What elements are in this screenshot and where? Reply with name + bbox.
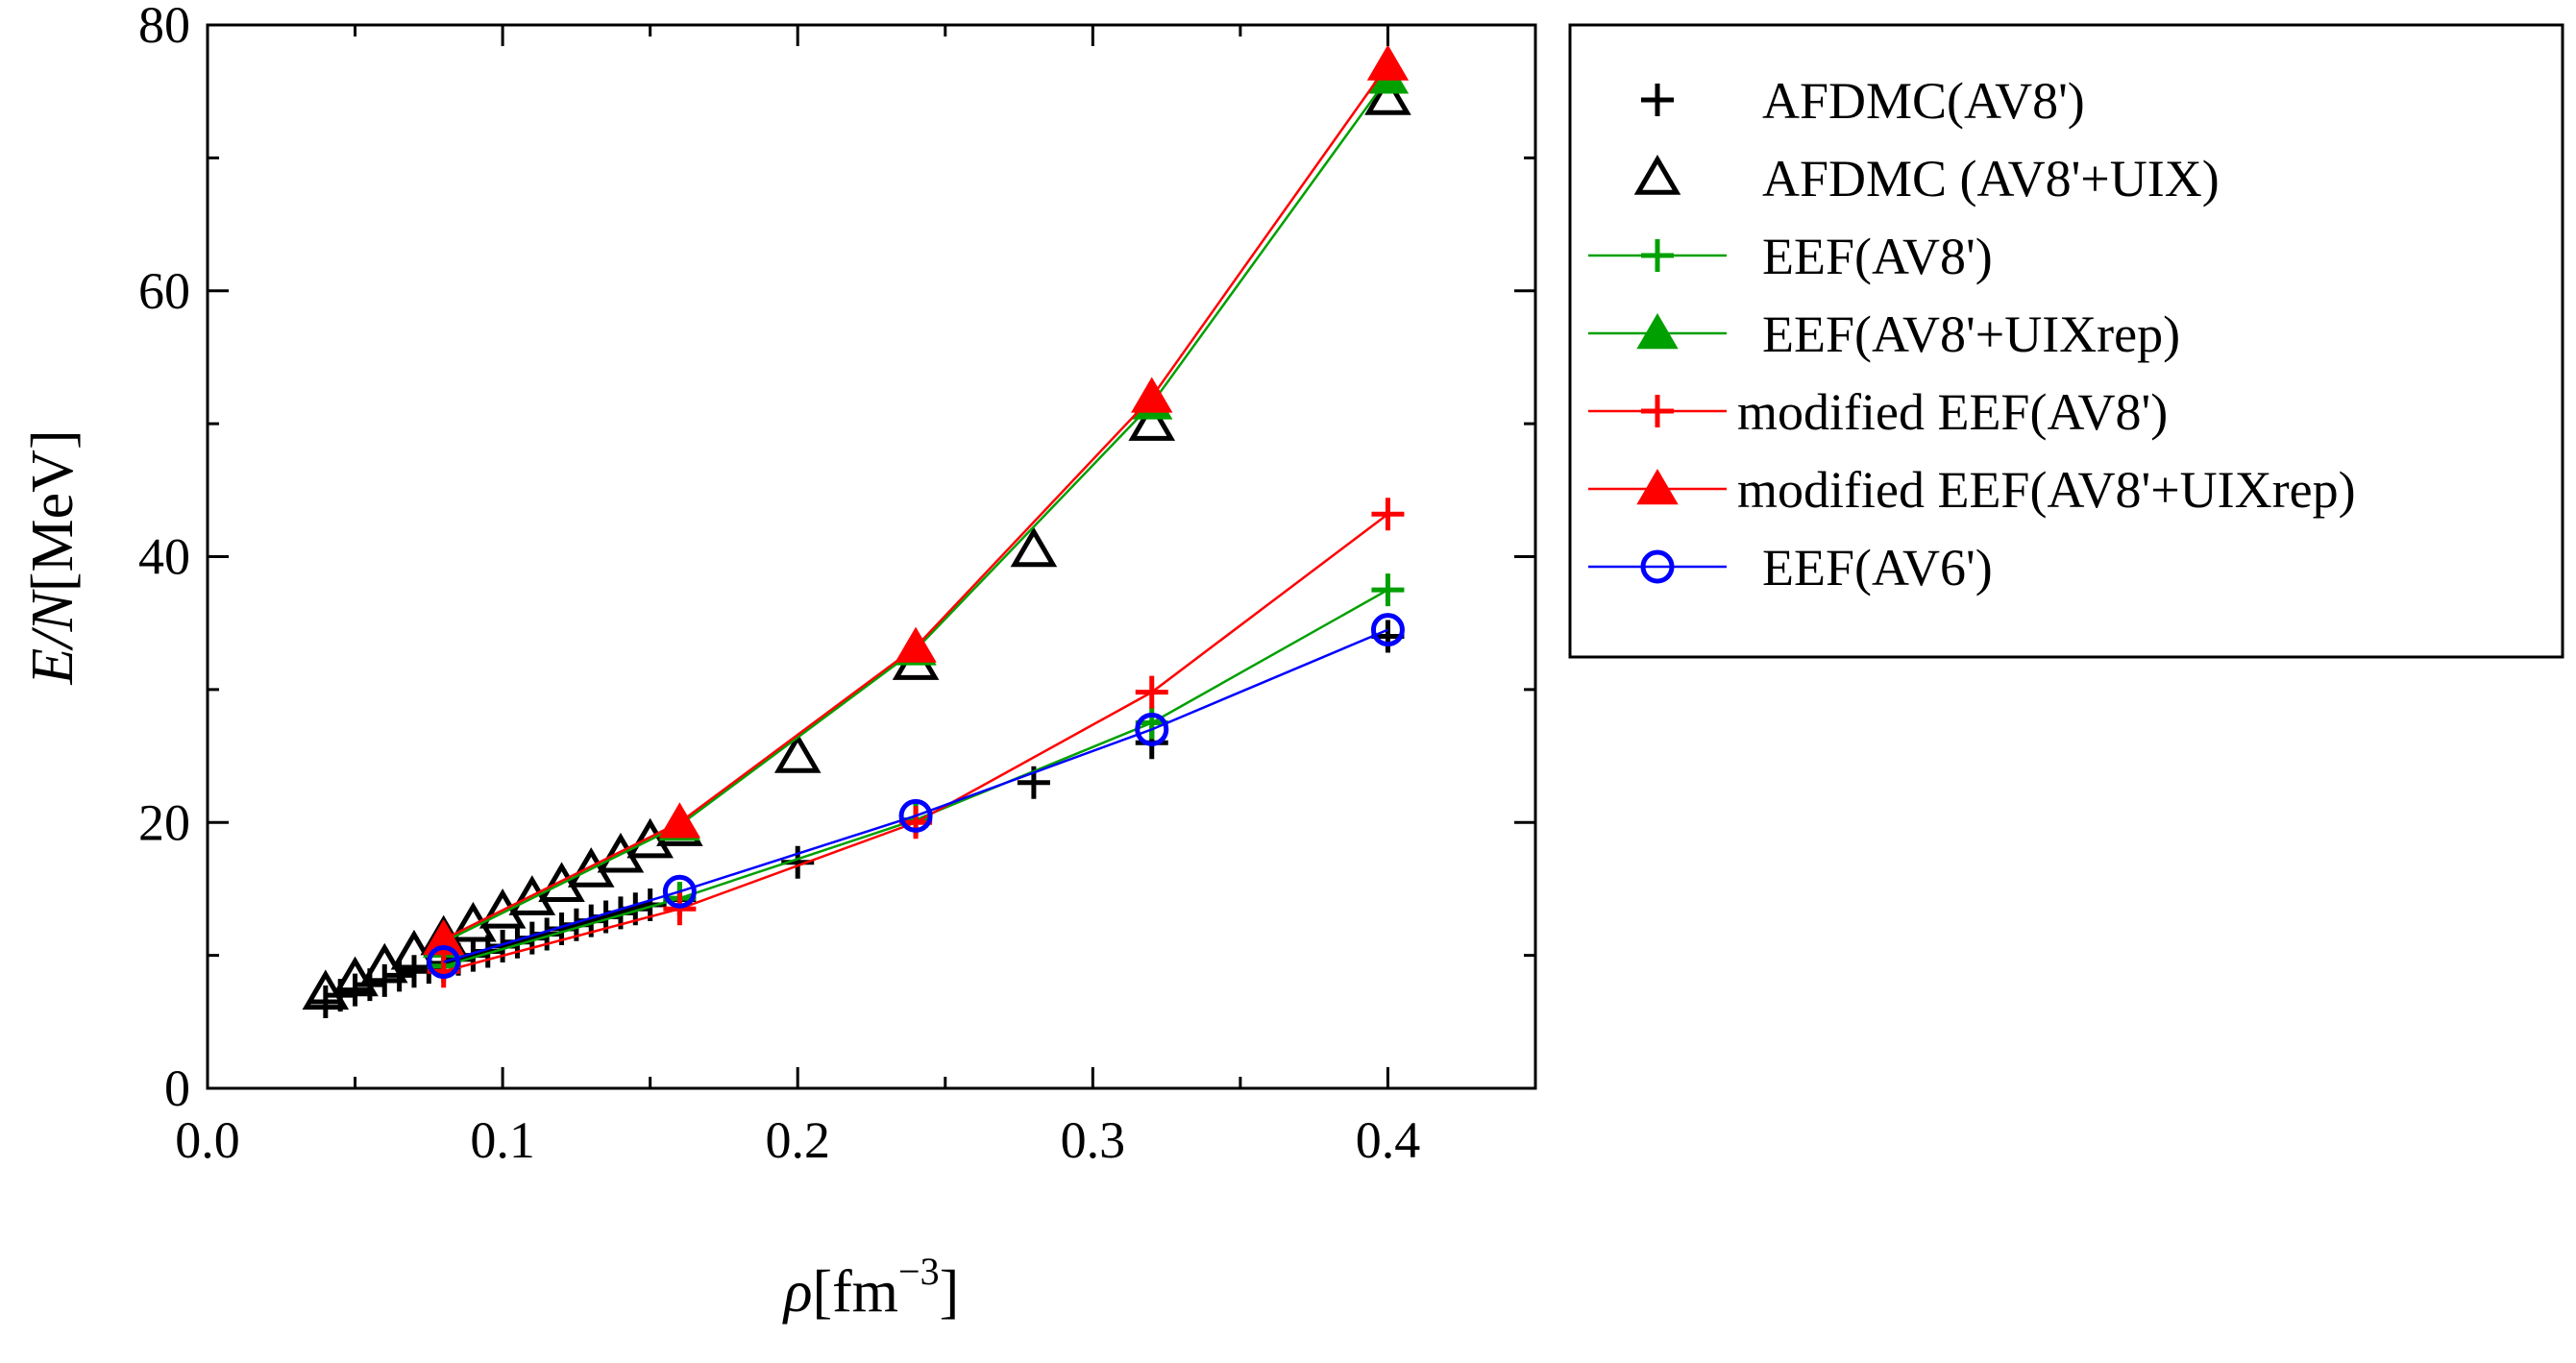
series-6	[427, 613, 1405, 980]
legend-label: modified EEF(AV8')	[1737, 383, 2168, 441]
y-tick-label: 0	[164, 1059, 190, 1117]
data-point	[1364, 75, 1411, 115]
data-point	[1010, 526, 1058, 568]
data-point	[1131, 377, 1173, 413]
x-axis-symbol: ρ	[782, 1259, 813, 1325]
data-point	[1370, 613, 1405, 647]
y-tick-label: 20	[138, 793, 190, 851]
legend-entry: AFDMC(AV8')	[1641, 72, 2085, 130]
series-5	[422, 44, 1410, 956]
data-point	[1135, 675, 1168, 709]
data-point	[338, 973, 372, 1007]
y-axis-symbol: E/N	[20, 588, 86, 685]
data-point	[898, 798, 933, 833]
data-point	[1128, 401, 1176, 441]
data-point	[422, 919, 465, 956]
legend-entry: EEF(AV6')	[1588, 539, 1993, 596]
x-tick-label: 0.1	[470, 1111, 535, 1169]
data-point	[308, 986, 342, 1019]
legend-entry: modified EEF(AV8'+UIXrep)	[1588, 461, 2356, 519]
legend-label: EEF(AV8'+UIXrep)	[1762, 305, 2180, 363]
plot-layer	[302, 44, 1411, 1019]
legend-marker	[1636, 313, 1679, 350]
legend-entry: AFDMC (AV8'+UIX)	[1633, 150, 2220, 207]
data-point	[1366, 44, 1410, 81]
data-point	[1371, 573, 1405, 607]
legend-marker	[1641, 395, 1674, 427]
legend-marker	[1641, 84, 1674, 116]
data-point	[1135, 712, 1169, 746]
x-tick-label: 0.2	[765, 1111, 830, 1169]
plot-frame	[206, 23, 1537, 1090]
data-point	[1371, 498, 1405, 531]
y-axis-unit: [MeV]	[20, 429, 86, 592]
legend-marker	[1641, 239, 1674, 272]
data-point	[427, 945, 461, 980]
y-axis-title: E/N[MeV]	[20, 429, 86, 685]
legend-label: AFDMC (AV8'+UIX)	[1762, 150, 2220, 207]
x-axis-close: ]	[940, 1259, 960, 1325]
data-point	[662, 874, 697, 909]
ticks-layer: 0.0 0.1 0.2 0.3 0.4 0 20 40 60 80	[138, 0, 1537, 1169]
legend: AFDMC(AV8') AFDMC (AV8'+UIX) EEF(AV8') EEF(…	[1568, 23, 2564, 659]
legend-entry: EEF(AV8')	[1588, 228, 1993, 285]
axes-layer	[206, 23, 1537, 1090]
x-axis-title: ρ[fm−3]	[782, 1250, 960, 1325]
legend-label: AFDMC(AV8')	[1762, 72, 2085, 130]
legend-marker	[1640, 549, 1675, 584]
data-point	[658, 802, 701, 839]
data-point	[397, 955, 430, 988]
legend-box	[1568, 23, 2564, 659]
legend-marker	[1636, 469, 1679, 505]
data-point	[663, 892, 697, 926]
x-axis-unit: [fm	[813, 1259, 899, 1325]
x-tick-label: 0.3	[1061, 1111, 1126, 1169]
x-tick-label: 0.0	[175, 1111, 240, 1169]
legend-label: EEF(AV8')	[1762, 228, 1993, 285]
y-tick-label: 80	[138, 0, 190, 54]
series-4	[427, 498, 1405, 988]
legend-marker	[1633, 155, 1681, 195]
legend-label: modified EEF(AV8'+UIXrep)	[1737, 461, 2356, 519]
data-point	[895, 626, 937, 663]
x-axis-exponent: −3	[898, 1250, 940, 1293]
legend-entry: modified EEF(AV8')	[1588, 383, 2168, 441]
series-1	[302, 75, 1411, 1010]
x-tick-label: 0.4	[1356, 1111, 1421, 1169]
legend-label: EEF(AV6')	[1762, 539, 1993, 596]
series-line	[443, 628, 1388, 963]
legend-entry: EEF(AV8'+UIXrep)	[1588, 305, 2180, 363]
series-line	[443, 513, 1389, 973]
data-point	[773, 733, 822, 773]
y-tick-label: 60	[138, 262, 190, 320]
y-tick-label: 40	[138, 528, 190, 586]
